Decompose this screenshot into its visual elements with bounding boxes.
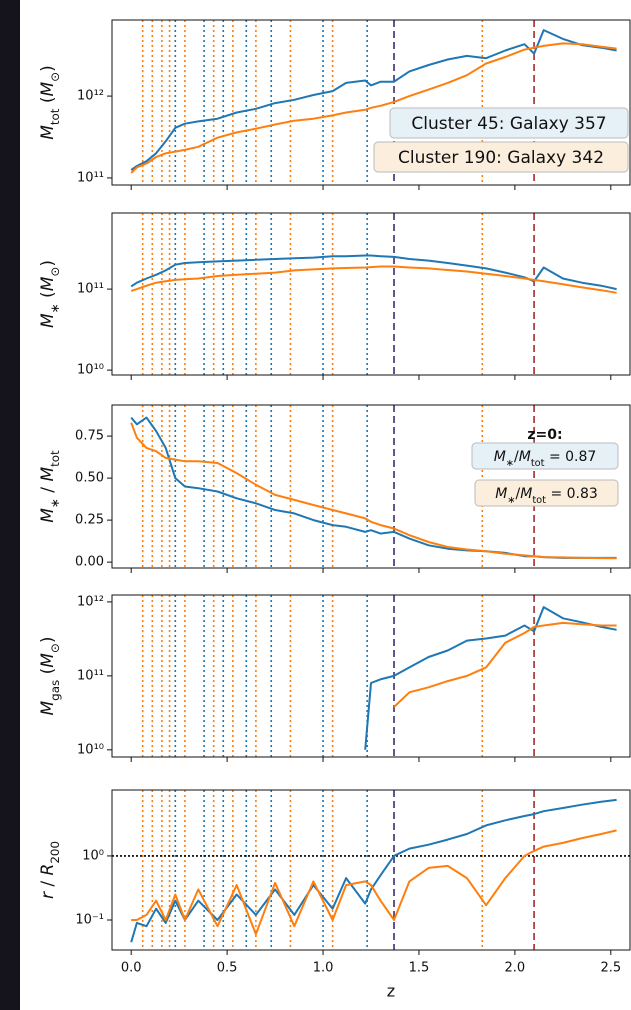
x-tick-label: 1.5 [409, 961, 430, 976]
text-part: = 0.87 [545, 449, 597, 465]
text-part: = 0.83 [546, 486, 598, 502]
y-tick-label: 10⁰ [82, 848, 104, 863]
y-axis-label: M∗ / Mtot [38, 450, 62, 523]
text-part: M [38, 81, 58, 96]
x-tick-label: 2.5 [600, 961, 621, 976]
legend-label: Cluster 190: Galaxy 342 [398, 148, 604, 168]
text-part: ∗ [48, 498, 62, 508]
legend-box [373, 141, 629, 173]
x-tick-label: 0.5 [217, 961, 238, 976]
x-tick-label: 1.0 [313, 961, 334, 976]
x-axis-label: z [387, 982, 395, 1001]
y-tick-label: 10¹¹ [77, 282, 104, 297]
y-tick-label: 10¹² [77, 594, 104, 609]
series-line [131, 829, 617, 936]
x-tick-label: 0.0 [121, 961, 142, 976]
text-part: ( [38, 96, 58, 108]
y-axis-label: r / R200 [38, 841, 62, 899]
y-axis-label: Mtot (M⊙) [38, 65, 62, 140]
annotation-text: M∗/Mtot = 0.87 [494, 449, 597, 469]
axes-frame [111, 789, 631, 951]
text-part: ) [38, 636, 58, 643]
y-tick-label: 0.75 [75, 429, 104, 444]
text-part: ⊙ [48, 643, 62, 653]
series-line [130, 42, 617, 174]
text-part: M [38, 313, 58, 328]
y-tick-label: 10⁻¹ [75, 912, 104, 927]
text-part: M [38, 467, 58, 482]
series-line [130, 798, 617, 943]
text-part: / [516, 486, 521, 502]
text-part: M [38, 276, 58, 291]
text-part: M [38, 653, 58, 668]
y-tick-label: 0.00 [75, 555, 104, 570]
plot-area [112, 595, 630, 757]
text-part: M [519, 449, 531, 465]
text-part: ⊙ [48, 267, 62, 277]
text-part: / [38, 482, 58, 499]
text-part: M [38, 701, 58, 716]
annotation-text: M∗/Mtot = 0.83 [495, 486, 598, 506]
axes-frame [111, 404, 631, 569]
text-part: ) [38, 260, 58, 267]
annotation-box [474, 479, 619, 507]
series-line [130, 29, 617, 171]
text-part: M [494, 449, 506, 465]
annotation-title: z=0: [527, 427, 562, 443]
text-part: M [520, 486, 532, 502]
text-part: ∗ [506, 458, 514, 469]
y-axis-label: M∗ (M⊙) [38, 260, 62, 328]
plot-area [112, 790, 630, 950]
text-part: tot [48, 108, 62, 125]
y-tick-label: 10¹² [77, 89, 104, 104]
text-part: R [38, 864, 58, 876]
y-tick-label: 0.50 [75, 471, 104, 486]
text-part: ⊙ [48, 72, 62, 82]
y-tick-label: 10¹¹ [77, 170, 104, 185]
text-part: 200 [48, 841, 62, 864]
plot-area [112, 213, 630, 375]
background-strip [0, 0, 20, 1010]
text-part: ∗ [507, 495, 515, 506]
y-axis-label: Mgas (M⊙) [38, 636, 62, 715]
text-part: ∗ [48, 303, 62, 313]
text-part: M [495, 486, 507, 502]
text-part: r [38, 891, 58, 899]
legend-box [389, 107, 629, 139]
text-part: M [38, 125, 58, 140]
y-tick-label: 0.25 [75, 513, 104, 528]
text-part: / [514, 449, 519, 465]
axes-frame [111, 594, 631, 758]
text-part: tot [531, 458, 545, 469]
legend-label: Cluster 45: Galaxy 357 [411, 114, 606, 134]
series-line [130, 265, 617, 294]
series-line [130, 422, 617, 560]
text-part: ( [38, 668, 58, 680]
axes-frame [111, 19, 631, 186]
text-part: / [38, 875, 58, 892]
text-part: M [38, 508, 58, 523]
text-part: ( [38, 291, 58, 303]
text-part: ) [38, 65, 58, 72]
series-line [364, 606, 617, 750]
x-tick-label: 2.0 [505, 961, 526, 976]
axes-frame [111, 212, 631, 376]
text-part: gas [48, 680, 62, 701]
y-tick-label: 10¹⁰ [77, 742, 104, 757]
y-tick-label: 10¹⁰ [77, 363, 104, 378]
text-part: tot [48, 450, 62, 467]
text-part: tot [532, 495, 546, 506]
annotation-box [471, 442, 619, 470]
y-tick-label: 10¹¹ [77, 668, 104, 683]
series-line [393, 621, 617, 708]
